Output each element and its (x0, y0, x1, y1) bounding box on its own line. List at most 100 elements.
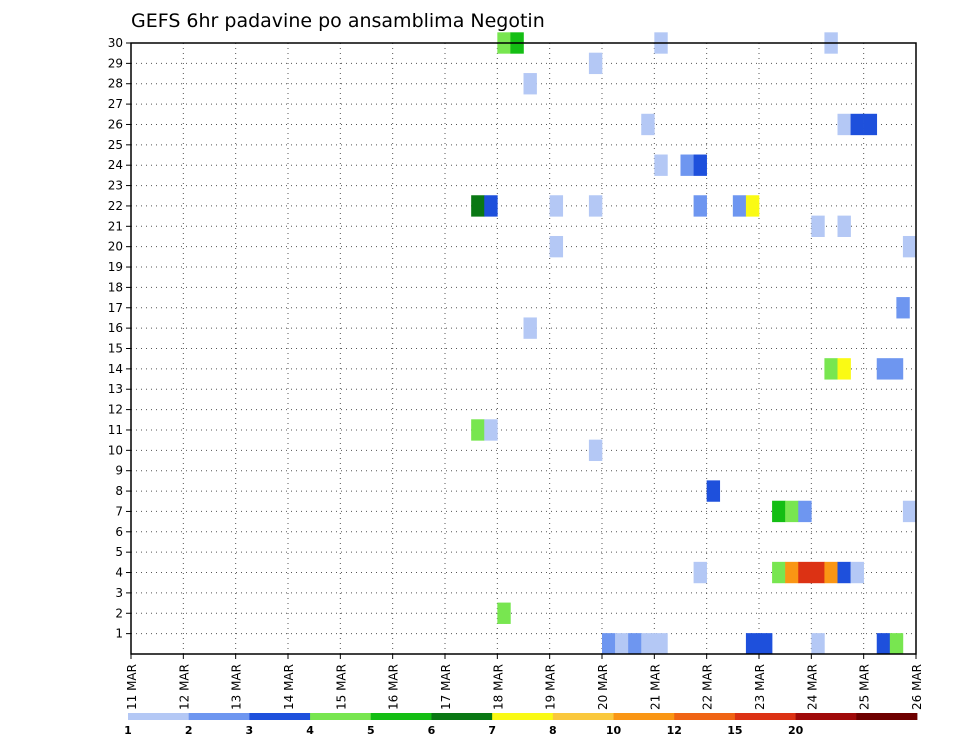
colorbar-label: 4 (306, 724, 314, 737)
y-tick-label: 24 (108, 158, 123, 172)
x-tick-label: 26 MAR (910, 664, 924, 710)
colorbar-segment (795, 713, 857, 720)
colorbar-segment (128, 713, 190, 720)
data-cell (693, 561, 707, 584)
colorbar-segment (492, 713, 554, 720)
data-cell (824, 561, 838, 584)
colorbar-label: 5 (367, 724, 375, 737)
y-tick-label: 20 (108, 240, 123, 254)
x-tick-label: 15 MAR (334, 664, 348, 710)
data-cell (772, 500, 786, 523)
data-cell (824, 358, 838, 380)
data-cell (654, 633, 668, 655)
x-tick-label: 18 MAR (491, 664, 505, 710)
colorbar-label: 1 (124, 724, 132, 737)
colorbar-segment (370, 713, 432, 720)
y-tick-label: 5 (115, 545, 123, 559)
data-cell (876, 633, 891, 655)
y-tick-label: 1 (115, 627, 123, 641)
data-cell (497, 602, 511, 624)
data-cell (471, 419, 485, 441)
data-cell (615, 633, 629, 655)
y-tick-label: 6 (115, 525, 123, 539)
colorbar-label: 20 (788, 724, 804, 737)
data-cell (523, 317, 537, 339)
x-tick-label: 13 MAR (230, 664, 244, 710)
colorbar-segment (249, 713, 311, 720)
y-tick-label: 17 (108, 301, 123, 315)
data-cell (588, 439, 603, 462)
x-tick-label: 12 MAR (177, 664, 191, 710)
y-tick-label: 18 (108, 280, 123, 294)
colorbar-label: 7 (488, 724, 496, 737)
data-cell (837, 113, 851, 136)
x-tick-label: 24 MAR (805, 664, 819, 710)
data-cell (745, 195, 760, 217)
x-tick-label: 25 MAR (858, 664, 872, 710)
data-cell (549, 235, 564, 258)
data-cell (811, 561, 825, 584)
chart-title: GEFS 6hr padavine po ansamblima Negotin (131, 10, 545, 32)
colorbar-segment (552, 713, 614, 720)
colorbar-label: 6 (428, 724, 436, 737)
data-cell (798, 561, 812, 584)
y-tick-label: 28 (108, 77, 123, 91)
colorbar-label: 3 (246, 724, 254, 737)
data-cell (902, 500, 917, 523)
colorbar-segment (613, 713, 675, 720)
colorbar-label: 15 (727, 724, 742, 737)
y-tick-label: 25 (108, 138, 123, 152)
y-tick-label: 30 (108, 36, 123, 50)
data-cell (471, 195, 485, 217)
data-cell (850, 113, 864, 136)
data-cell (706, 480, 721, 502)
colorbar-label: 2 (185, 724, 193, 737)
data-cell (654, 154, 668, 176)
data-cell (602, 633, 616, 655)
data-cell (641, 633, 655, 655)
y-tick-label: 29 (108, 56, 123, 70)
y-axis-ticks: 1234567891011121314151617181920212223242… (108, 36, 131, 641)
y-tick-label: 13 (108, 382, 123, 396)
data-cell (837, 358, 851, 380)
x-tick-label: 20 MAR (596, 664, 610, 710)
data-cell (850, 561, 864, 584)
data-cells (471, 32, 917, 655)
x-tick-label: 11 MAR (125, 664, 139, 710)
y-tick-label: 2 (115, 606, 123, 620)
data-cell (745, 633, 760, 655)
x-tick-label: 22 MAR (701, 664, 715, 710)
y-tick-label: 26 (108, 117, 123, 131)
y-tick-label: 9 (115, 464, 123, 478)
data-cell (863, 113, 878, 136)
data-cell (549, 195, 564, 217)
colorbar-segment (734, 713, 797, 720)
data-cell (889, 633, 904, 655)
x-tick-label: 16 MAR (387, 664, 401, 710)
y-tick-label: 27 (108, 97, 123, 111)
data-cell (588, 195, 603, 217)
colorbar-label: 8 (549, 724, 557, 737)
y-tick-label: 10 (108, 443, 123, 457)
data-cell (876, 358, 891, 380)
y-tick-label: 23 (108, 179, 123, 193)
data-cell (484, 419, 498, 441)
data-cell (772, 561, 786, 584)
colorbar-label: 12 (667, 724, 682, 737)
x-tick-label: 23 MAR (753, 664, 767, 710)
x-tick-label: 17 MAR (439, 664, 453, 710)
data-cell (785, 500, 799, 523)
y-tick-label: 14 (108, 362, 123, 376)
y-tick-label: 4 (115, 566, 123, 580)
data-cell (811, 633, 825, 655)
colorbar-segment (188, 713, 250, 720)
colorbar-segment (856, 713, 918, 720)
colorbar: 1 2 3 4 5 6 7 8 10 12 15 20 (124, 713, 918, 737)
data-cell (680, 154, 694, 176)
data-cell (902, 235, 917, 258)
x-tick-label: 19 MAR (544, 664, 558, 710)
data-cell (798, 500, 812, 523)
data-cell (588, 52, 603, 75)
data-cell (785, 561, 799, 584)
